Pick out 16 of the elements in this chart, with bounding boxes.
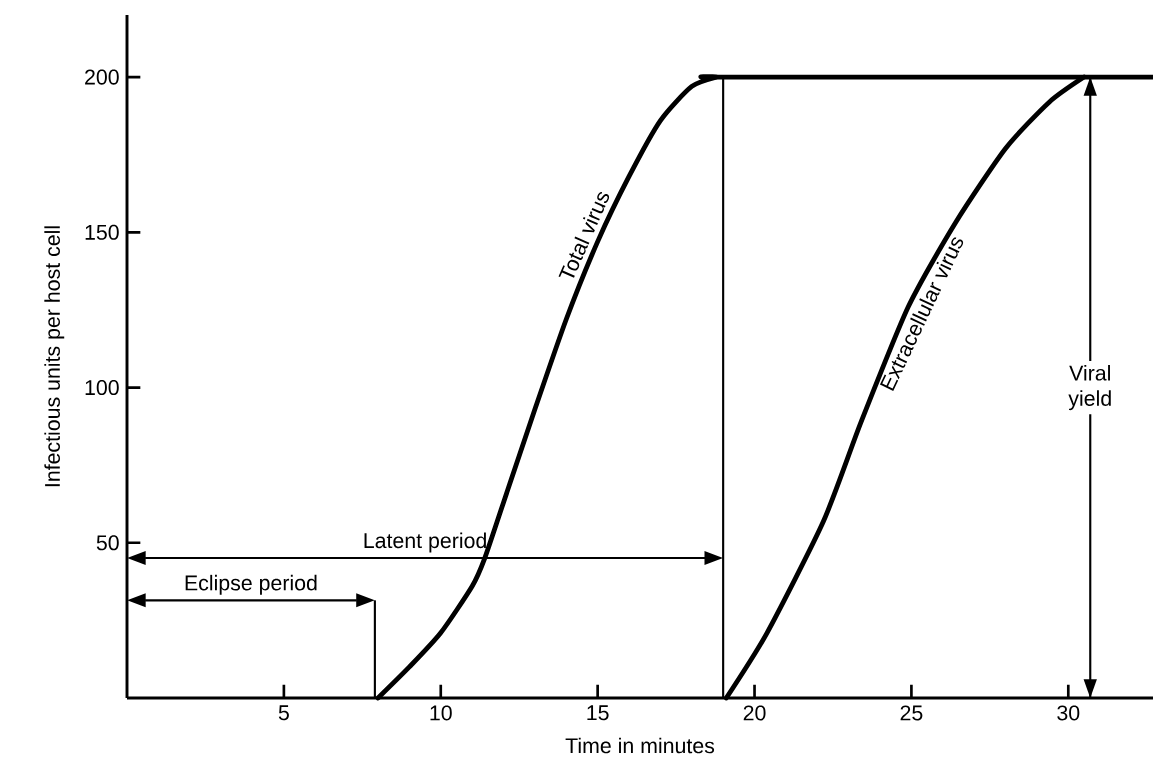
text: Total virus xyxy=(558,192,610,278)
x-tick-label: 25 xyxy=(900,705,923,721)
y-tick-label: 50 xyxy=(96,535,119,551)
x-tick-label: 10 xyxy=(430,705,452,721)
x-tick-label: 20 xyxy=(743,705,766,721)
x-tick-label: 15 xyxy=(587,705,609,721)
annotation: Eclipse period xyxy=(185,574,317,595)
x-axis-title: Time in minutes xyxy=(565,737,715,754)
x-tick-label: 30 xyxy=(1057,705,1080,721)
y-tick-label: 150 xyxy=(85,224,119,240)
y-axis-title: Infectious units per host cell xyxy=(44,226,65,487)
y-tick-label: 200 xyxy=(85,69,119,85)
annotation: Latent period xyxy=(364,532,486,553)
y-tick-label: 100 xyxy=(85,380,119,396)
ref-line-label: Viral yield xyxy=(1068,364,1111,411)
x-tick-label: 5 xyxy=(278,705,289,721)
